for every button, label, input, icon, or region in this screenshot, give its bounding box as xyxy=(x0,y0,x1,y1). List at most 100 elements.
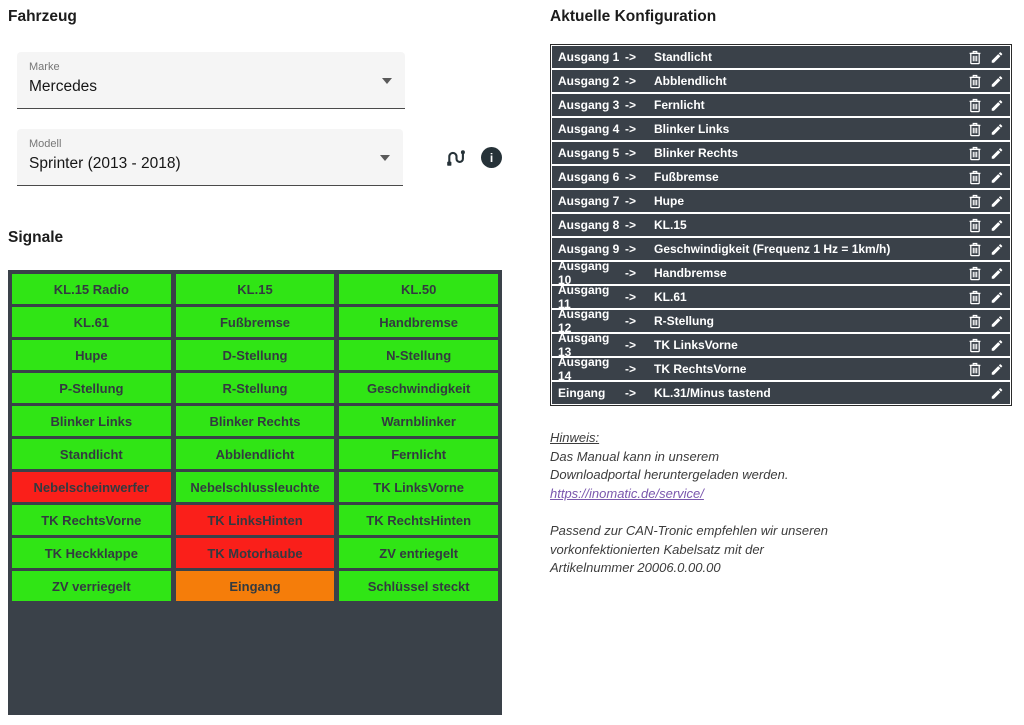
row-actions xyxy=(968,362,1004,377)
modell-value: Sprinter (2013 - 2018) xyxy=(29,155,181,172)
signal-button[interactable]: TK RechtsHinten xyxy=(339,505,498,535)
delete-icon[interactable] xyxy=(968,194,982,209)
info-icon[interactable]: i xyxy=(481,147,502,168)
row-actions xyxy=(968,338,1004,353)
row-actions xyxy=(968,386,1004,401)
signal-name: R-Stellung xyxy=(654,314,714,328)
marke-select[interactable]: Marke Mercedes xyxy=(17,52,405,109)
arrow-text: -> xyxy=(625,338,637,352)
edit-icon[interactable] xyxy=(990,146,1004,161)
signal-button[interactable]: Abblendlicht xyxy=(175,439,335,469)
output-label: Ausgang 6 xyxy=(558,170,620,184)
signal-button[interactable]: TK LinksHinten xyxy=(175,505,335,535)
signal-button[interactable]: KL.15 xyxy=(175,274,335,304)
signal-button[interactable]: KL.15 Radio xyxy=(12,274,171,304)
signal-button[interactable]: Geschwindigkeit xyxy=(339,373,498,403)
signal-button[interactable]: ZV entriegelt xyxy=(339,538,498,568)
arrow-text: -> xyxy=(625,386,637,400)
edit-icon[interactable] xyxy=(990,338,1004,353)
delete-icon[interactable] xyxy=(968,362,982,377)
signal-name: Handbremse xyxy=(654,266,727,280)
arrow-text: -> xyxy=(625,266,637,280)
signal-button[interactable]: Eingang xyxy=(175,571,335,601)
configuration-row: Ausgang 2 -> Abblendlicht xyxy=(552,70,1010,92)
signal-name: TK LinksVorne xyxy=(654,338,738,352)
signal-button[interactable]: Nebelschlussleuchte xyxy=(175,472,335,502)
modell-select[interactable]: Modell Sprinter (2013 - 2018) xyxy=(17,129,403,186)
delete-icon[interactable] xyxy=(968,146,982,161)
edit-icon[interactable] xyxy=(990,170,1004,185)
edit-icon[interactable] xyxy=(990,74,1004,89)
edit-icon[interactable] xyxy=(990,98,1004,113)
delete-icon[interactable] xyxy=(968,170,982,185)
signal-button[interactable]: KL.50 xyxy=(339,274,498,304)
delete-icon[interactable] xyxy=(968,218,982,233)
delete-icon[interactable] xyxy=(968,74,982,89)
modell-label: Modell xyxy=(29,138,62,150)
edit-icon[interactable] xyxy=(990,50,1004,65)
row-actions xyxy=(968,146,1004,161)
edit-icon[interactable] xyxy=(990,290,1004,305)
signals-title: Signale xyxy=(8,229,64,246)
signal-name: KL.15 xyxy=(654,218,687,232)
configuration-title: Aktuelle Konfiguration xyxy=(550,8,717,25)
row-actions xyxy=(968,194,1004,209)
signal-button[interactable]: D-Stellung xyxy=(175,340,335,370)
signal-button[interactable]: Schlüssel steckt xyxy=(339,571,498,601)
delete-icon[interactable] xyxy=(968,122,982,137)
signal-button[interactable]: Standlicht xyxy=(12,439,171,469)
signal-button[interactable]: Blinker Rechts xyxy=(175,406,335,436)
arrow-text: -> xyxy=(625,218,637,232)
edit-icon[interactable] xyxy=(990,242,1004,257)
edit-icon[interactable] xyxy=(990,122,1004,137)
edit-icon[interactable] xyxy=(990,362,1004,377)
delete-icon[interactable] xyxy=(968,266,982,281)
signal-button[interactable]: TK RechtsVorne xyxy=(12,505,171,535)
signal-button[interactable]: TK LinksVorne xyxy=(339,472,498,502)
configuration-row: Ausgang 10 -> Handbremse xyxy=(552,259,1010,287)
signal-button[interactable]: R-Stellung xyxy=(175,373,335,403)
signal-button[interactable]: Handbremse xyxy=(339,307,498,337)
delete-icon[interactable] xyxy=(968,50,982,65)
signal-name: TK RechtsVorne xyxy=(654,362,747,376)
signal-button[interactable]: KL.61 xyxy=(12,307,171,337)
edit-icon[interactable] xyxy=(990,386,1004,401)
signal-button[interactable]: Fernlicht xyxy=(339,439,498,469)
signal-button[interactable]: Blinker Links xyxy=(12,406,171,436)
arrow-text: -> xyxy=(625,314,637,328)
signal-button[interactable]: P-Stellung xyxy=(12,373,171,403)
signal-button[interactable]: Fußbremse xyxy=(175,307,335,337)
delete-icon[interactable] xyxy=(968,98,982,113)
vehicle-section: Fahrzeug Marke Mercedes Modell Sprinter … xyxy=(8,9,502,715)
signal-button[interactable]: TK Heckklappe xyxy=(12,538,171,568)
signal-name: Abblendlicht xyxy=(654,74,727,88)
configuration-row: Ausgang 7 -> Hupe xyxy=(552,190,1010,212)
edit-icon[interactable] xyxy=(990,266,1004,281)
signal-name: Fernlicht xyxy=(654,98,705,112)
configuration-row: Eingang -> KL.31/Minus tastend xyxy=(552,382,1010,404)
delete-icon[interactable] xyxy=(968,242,982,257)
signal-button[interactable]: Nebelscheinwerfer xyxy=(12,472,171,502)
delete-icon[interactable] xyxy=(968,290,982,305)
service-link[interactable]: https://inomatic.de/service/ xyxy=(550,485,704,501)
edit-icon[interactable] xyxy=(990,218,1004,233)
signal-button[interactable]: Hupe xyxy=(12,340,171,370)
configuration-row: Ausgang 12 -> R-Stellung xyxy=(552,307,1010,335)
modell-row: Modell Sprinter (2013 - 2018) i xyxy=(17,129,502,186)
delete-icon[interactable] xyxy=(968,338,982,353)
signal-button[interactable]: Warnblinker xyxy=(339,406,498,436)
hint-line: Artikelnummer 20006.0.00.00 xyxy=(550,560,721,575)
signal-button[interactable]: N-Stellung xyxy=(339,340,498,370)
row-actions xyxy=(968,242,1004,257)
configuration-row: Ausgang 11 -> KL.61 xyxy=(552,283,1010,311)
signal-button[interactable]: ZV verriegelt xyxy=(12,571,171,601)
output-label: Ausgang 14 xyxy=(558,355,610,383)
arrow-text: -> xyxy=(625,98,637,112)
cable-icon[interactable] xyxy=(444,147,466,169)
edit-icon[interactable] xyxy=(990,314,1004,329)
arrow-text: -> xyxy=(625,170,637,184)
edit-icon[interactable] xyxy=(990,194,1004,209)
signal-button[interactable]: TK Motorhaube xyxy=(175,538,335,568)
arrow-text: -> xyxy=(625,122,637,136)
delete-icon[interactable] xyxy=(968,314,982,329)
